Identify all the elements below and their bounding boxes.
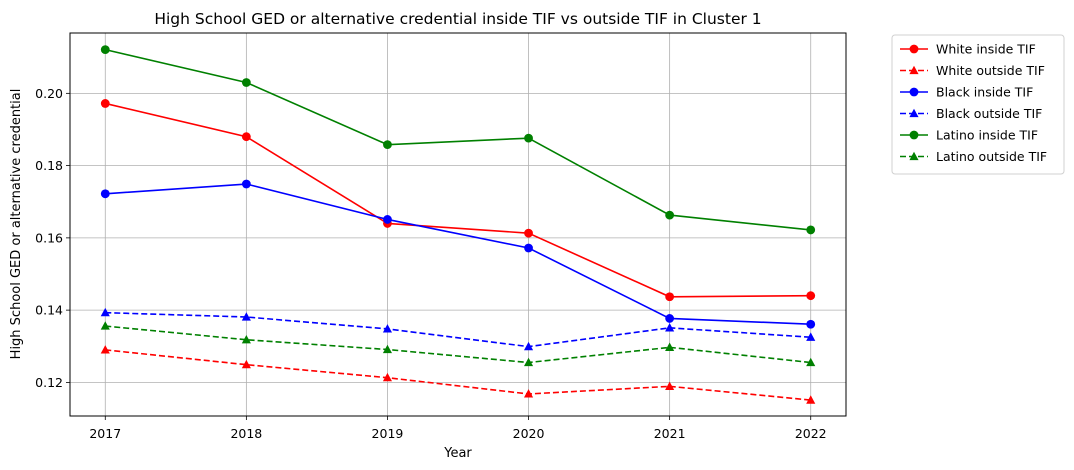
data-point [241, 312, 251, 321]
y-tick-label: 0.12 [35, 375, 63, 390]
y-axis-label: High School GED or alternative credentia… [9, 89, 24, 360]
data-point [100, 189, 110, 199]
data-point [100, 45, 110, 55]
legend-marker [909, 87, 919, 97]
data-point [100, 307, 110, 317]
grid [70, 33, 846, 416]
legend-marker [909, 151, 919, 161]
data-point [241, 179, 251, 189]
x-tick-label: 2021 [654, 426, 686, 441]
data-point [806, 357, 816, 367]
data-point [806, 332, 816, 341]
y-tick-label: 0.18 [35, 158, 63, 173]
data-point [382, 324, 393, 333]
data-point [100, 99, 110, 108]
series-line-0 [105, 102, 811, 298]
data-point [523, 389, 534, 398]
y-tick-label: 0.20 [35, 86, 63, 101]
data-point [382, 372, 393, 382]
data-point [665, 292, 675, 302]
legend-label: Latino outside TIF [936, 149, 1047, 164]
data-point [524, 228, 533, 238]
x-tick-label: 2019 [372, 426, 404, 441]
data-point [523, 357, 534, 367]
data-point [100, 345, 110, 354]
data-point [524, 133, 533, 143]
data-point [100, 321, 110, 330]
data-point [524, 243, 533, 253]
legend-marker [909, 130, 919, 140]
plot-frame [69, 32, 847, 417]
x-tick-label: 2017 [89, 426, 121, 441]
x-tick-label: 2020 [513, 426, 545, 441]
series-line-5 [105, 325, 811, 364]
data-point [523, 341, 534, 351]
x-tick-label: 2022 [795, 426, 827, 441]
series-line-1 [105, 349, 811, 401]
data-point [806, 291, 816, 301]
data-point [383, 215, 392, 224]
data-point [806, 319, 816, 329]
data-point [382, 344, 393, 354]
series-line-3 [105, 311, 811, 348]
data-point [665, 342, 675, 351]
series-lines [105, 48, 811, 401]
legend-label: White inside TIF [936, 42, 1036, 57]
data-point [806, 225, 816, 235]
data-point [241, 78, 251, 87]
data-point [241, 359, 251, 369]
series-line-4 [105, 48, 811, 231]
legend-marker [909, 108, 919, 118]
series-markers [100, 45, 816, 404]
legend-marker [909, 65, 919, 75]
legend-label: Latino inside TIF [936, 128, 1038, 143]
legend-box [891, 34, 1065, 175]
legend-label: Black outside TIF [936, 106, 1042, 121]
data-point [241, 132, 251, 142]
legend-marker [909, 44, 919, 54]
y-tick-label: 0.14 [35, 303, 63, 318]
chart-title: High School GED or alternative credentia… [154, 10, 761, 28]
data-point [665, 210, 675, 220]
data-point [665, 323, 675, 332]
data-point [383, 140, 392, 150]
data-point [806, 395, 816, 404]
y-axis-ticks: 0.12 0.14 0.16 0.18 0.20 [35, 86, 70, 390]
series-line-2 [105, 183, 811, 326]
x-axis-label: Year [443, 446, 472, 461]
x-tick-label: 2018 [230, 426, 262, 441]
data-point [665, 314, 675, 323]
y-tick-label: 0.16 [35, 230, 63, 245]
x-axis-ticks: 2017 2018 2019 2020 2021 2022 [89, 416, 827, 441]
data-point [241, 334, 251, 344]
data-point [665, 381, 675, 390]
legend: White inside TIF White outside TIF Black i… [891, 34, 1065, 175]
legend-label: Black inside TIF [936, 85, 1033, 100]
legend-label: White outside TIF [936, 63, 1045, 78]
